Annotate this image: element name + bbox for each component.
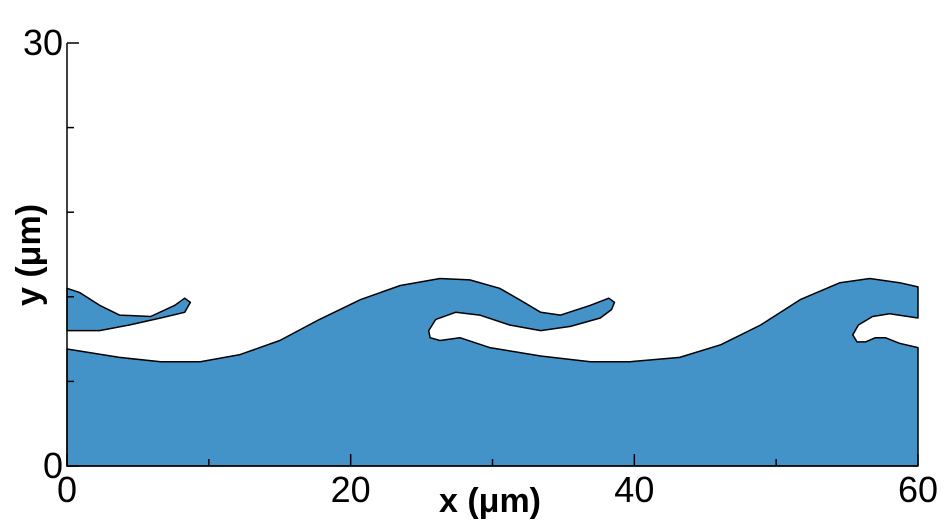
y-axis-label: y (μm) (10, 204, 48, 306)
y-tick-label: 0 (43, 445, 63, 486)
y-tick-label: 30 (23, 22, 63, 63)
x-tick-label: 0 (57, 469, 77, 510)
x-tick-label: 20 (331, 469, 371, 510)
x-tick-label: 60 (898, 469, 938, 510)
x-axis-label: x (μm) (439, 482, 541, 520)
fluid-region (66, 277, 919, 467)
x-tick-label: 40 (614, 469, 654, 510)
fluid-region (66, 287, 192, 332)
